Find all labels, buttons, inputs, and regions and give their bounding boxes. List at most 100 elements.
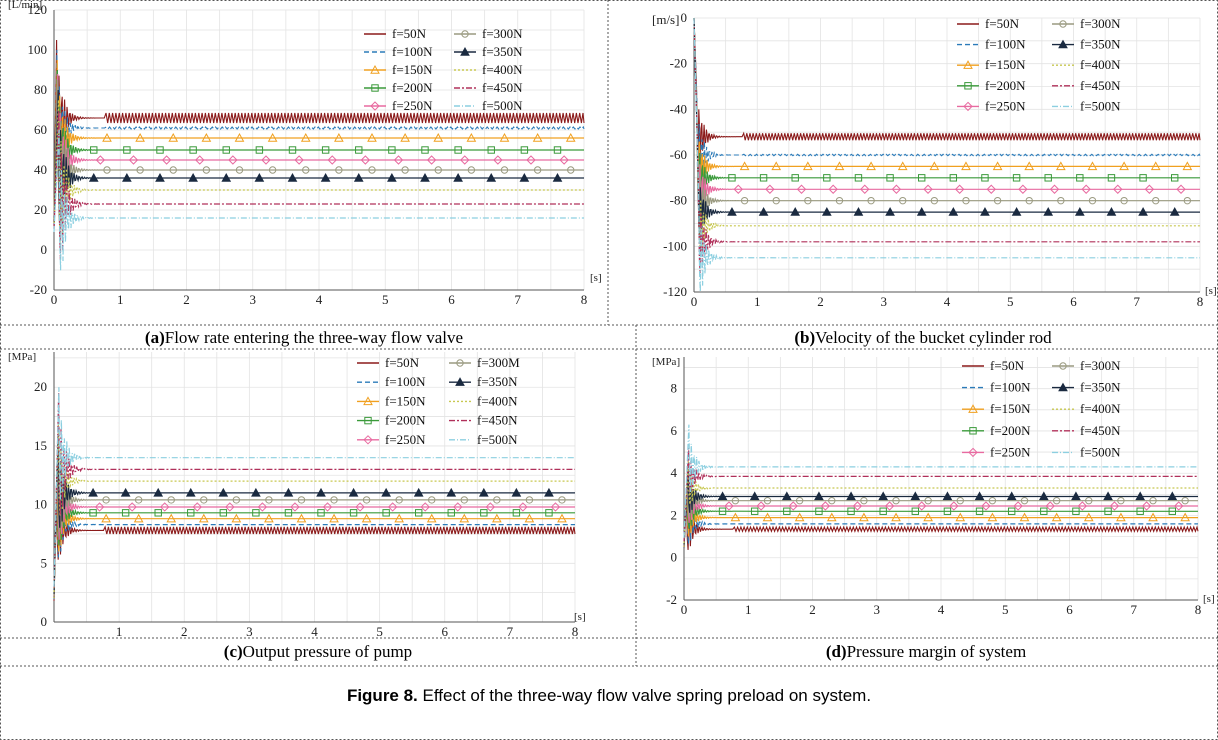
series-marker (321, 146, 330, 154)
series-marker (1180, 512, 1190, 522)
series-marker (1176, 184, 1186, 194)
chart-panel-a: 0 1 2 3 4 5 6 7 8 -20 0 20 40 60 80 100 120[L/min] [s] f=5… (8, 0, 602, 307)
chart-panel-c: 1 2 3 4 5 6 7 8 0 5 10 15 20 [MPa] [s] f=50N f=100N f=150… (8, 351, 586, 639)
series-line (683, 468, 1198, 545)
series-line (683, 485, 1198, 548)
series-marker (1038, 491, 1049, 501)
series-marker (268, 166, 277, 174)
series-marker (335, 166, 343, 174)
legend-label: f=500N (1080, 444, 1121, 459)
series-marker (287, 172, 298, 182)
series-marker (1045, 501, 1055, 511)
x-tick-label: 4 (938, 602, 945, 617)
series-marker (975, 507, 984, 515)
series-marker (740, 196, 749, 205)
legend-label: f=250N (392, 98, 433, 113)
legend-label: f=300N (1080, 16, 1121, 31)
series-marker (525, 496, 534, 504)
series-marker (283, 487, 294, 497)
legend-marker (371, 84, 379, 92)
series-marker (559, 155, 569, 165)
series-marker (296, 513, 307, 523)
series-marker (493, 155, 503, 165)
y-tick-label: 2 (671, 507, 678, 522)
series-marker (1119, 161, 1129, 171)
series-marker (189, 146, 197, 154)
legend-marker (968, 404, 978, 413)
series-marker (1049, 184, 1060, 194)
series-line (53, 39, 585, 219)
series-line (683, 424, 1198, 538)
series-marker (460, 155, 470, 165)
series-marker (1019, 512, 1030, 522)
series-marker (88, 487, 98, 497)
series-marker (733, 184, 743, 194)
legend-label: f=350N (482, 44, 523, 59)
x-tick-label: 3 (874, 602, 881, 617)
x-tick-label: 8 (1197, 294, 1204, 309)
y-tick-label: 15 (34, 438, 47, 453)
series-marker (361, 513, 372, 523)
series-line (53, 469, 575, 600)
series-marker (327, 155, 337, 165)
series-marker (122, 172, 132, 182)
x-tick-label: 6 (442, 624, 449, 639)
legend-label: f=100N (385, 374, 426, 389)
y-tick-label: 100 (28, 42, 48, 57)
x-tick-label: 1 (745, 602, 752, 617)
series-marker (1182, 161, 1193, 171)
series-marker (480, 509, 488, 517)
series-marker (1072, 507, 1080, 515)
x-tick-label: 2 (183, 292, 190, 307)
series-marker (553, 146, 562, 154)
series-marker (232, 496, 241, 504)
legend-marker (1059, 20, 1067, 28)
series-marker (1024, 161, 1035, 171)
series-marker (948, 207, 959, 216)
chart-panel-d: 0 1 2 3 4 5 6 7 8 -2 0 2 4 6 8 [MPa] [s] f=50N f=100N f=150… (652, 356, 1215, 617)
series-marker (1006, 491, 1017, 501)
series-marker (1081, 184, 1091, 194)
series-marker (1077, 501, 1088, 511)
series-marker (320, 172, 331, 182)
series-marker (820, 501, 831, 511)
series-marker (1135, 491, 1146, 501)
series-marker (135, 132, 145, 142)
series-marker (428, 496, 436, 504)
series-marker (382, 509, 390, 517)
series-marker (814, 491, 824, 501)
series-marker (1168, 507, 1176, 515)
x-tick-label: 2 (817, 294, 824, 309)
series-marker (911, 507, 919, 515)
chart-panel-b: 0 1 2 3 4 5 6 7 8-120-100-80-60-40-200[m/s][s]f=… (652, 10, 1217, 309)
y-tick-label: 40 (34, 162, 47, 177)
series-marker (526, 155, 536, 165)
legend-label: f=200N (392, 80, 433, 95)
series-marker (265, 496, 273, 504)
series-marker (235, 166, 244, 174)
x-tick-label: 7 (515, 292, 522, 307)
series-marker (1174, 501, 1184, 511)
y-unit-label: [L/min] (8, 0, 42, 11)
series-marker (225, 502, 235, 512)
series-marker (294, 155, 304, 165)
series-marker (854, 174, 863, 182)
series-marker (252, 509, 260, 517)
series-marker (487, 146, 495, 154)
y-tick-label: 20 (34, 379, 47, 394)
series-marker (1083, 512, 1094, 522)
series-marker (860, 184, 870, 194)
series-marker (330, 496, 338, 504)
series-marker (749, 491, 760, 501)
series-marker (1104, 507, 1112, 515)
legend-label: f=100N (990, 380, 1031, 395)
series-marker (1013, 501, 1023, 511)
legend-marker (456, 359, 464, 367)
series-marker (1113, 184, 1123, 194)
x-tick-label: 5 (382, 292, 389, 307)
y-tick-label: 20 (34, 202, 47, 217)
series-marker (362, 496, 371, 504)
series-marker (1040, 507, 1048, 515)
series-marker (930, 196, 939, 205)
